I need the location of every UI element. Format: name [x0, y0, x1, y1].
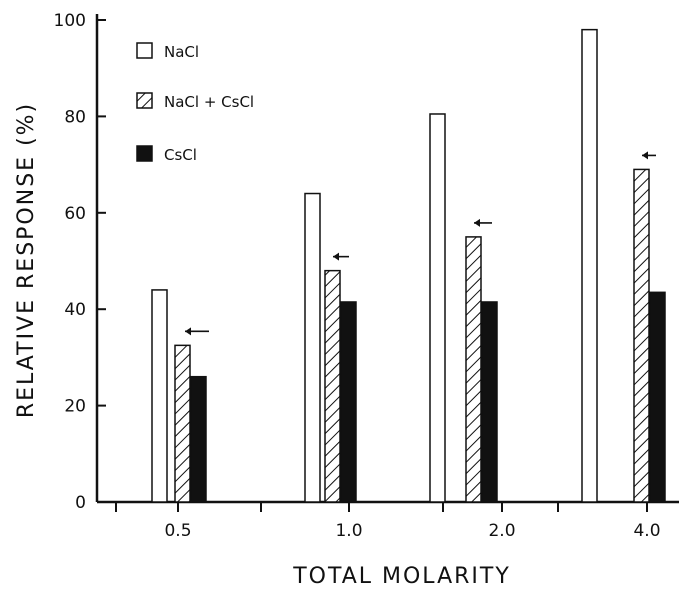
arrow-annotation [333, 252, 349, 261]
bar-cscl [649, 291, 666, 503]
bar-nacl-cscl [174, 344, 191, 503]
bar-nacl [304, 192, 321, 503]
y-tick-label: 0 [75, 493, 86, 513]
legend: NaCl NaCl + CsCl CsCl [136, 42, 254, 164]
legend-label-cscl: CsCl [164, 146, 197, 164]
bar-nacl [581, 28, 598, 503]
arrow-annotation [642, 151, 656, 160]
y-axis-label: RELATIVE RESPONSE (%) [14, 102, 39, 418]
y-tick-label: 20 [64, 397, 86, 417]
x-tick-label: 4.0 [633, 521, 660, 541]
legend-swatch-cscl [136, 145, 153, 162]
bar-nacl [429, 113, 446, 503]
bar-cscl [340, 301, 357, 503]
bar-nacl [151, 289, 168, 503]
legend-swatch-nacl [136, 42, 153, 59]
x-tick-label: 1.0 [335, 521, 362, 541]
y-tick-label: 100 [54, 11, 86, 31]
y-tick-label: 40 [64, 300, 86, 320]
legend-entry-nacl-cscl: NaCl + CsCl [136, 92, 254, 111]
y-tick-label: 80 [64, 107, 86, 127]
bar-cscl [481, 301, 498, 503]
legend-entry-nacl: NaCl [136, 42, 199, 61]
bar-nacl-cscl [633, 168, 650, 503]
arrow-annotation [474, 218, 492, 227]
bar-nacl-cscl [324, 269, 341, 503]
legend-label-nacl-cscl: NaCl + CsCl [164, 93, 254, 111]
bar-nacl-cscl [465, 236, 482, 503]
legend-entry-cscl: CsCl [136, 145, 197, 164]
arrow-annotation [185, 327, 209, 336]
x-tick-label: 2.0 [488, 521, 515, 541]
x-axis-label: TOTAL MOLARITY [292, 564, 511, 589]
legend-label-nacl: NaCl [164, 43, 199, 61]
legend-swatch-nacl-cscl [136, 92, 153, 109]
x-tick-label: 0.5 [164, 521, 191, 541]
y-tick-label: 60 [64, 204, 86, 224]
bar-cscl [190, 375, 207, 503]
